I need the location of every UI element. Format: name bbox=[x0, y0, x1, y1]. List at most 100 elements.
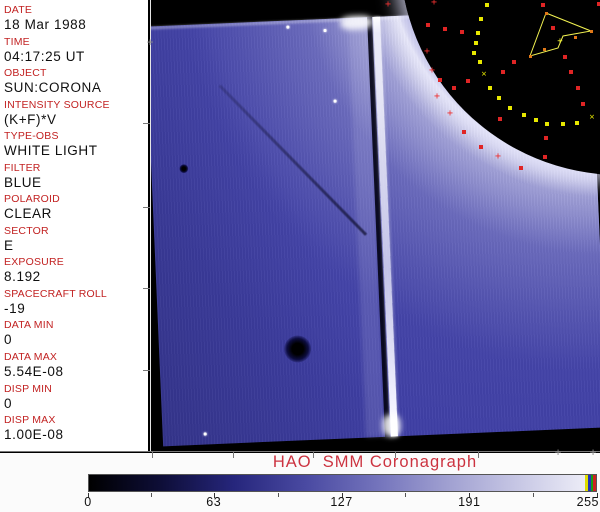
red-marker-dot bbox=[466, 79, 470, 83]
dark-blob bbox=[283, 334, 312, 364]
red-marker-dot bbox=[576, 86, 580, 90]
yellow-marker-dot bbox=[488, 86, 492, 90]
field-label: INTENSITY SOURCE bbox=[4, 98, 110, 111]
field-value: 0 bbox=[4, 395, 13, 411]
yellow-marker-dot bbox=[508, 106, 512, 110]
bottom-axis-tick bbox=[313, 452, 314, 458]
field-value: 18 Mar 1988 bbox=[4, 17, 87, 32]
red-marker-dot bbox=[462, 130, 466, 134]
red-plus-marker: + bbox=[433, 90, 441, 102]
yellow-marker-dot bbox=[575, 121, 579, 125]
bottom-axis-tick bbox=[233, 452, 234, 458]
colorbar-overlay-stripe bbox=[585, 475, 588, 491]
metadata-field: DATA MAX 5.54E-08 bbox=[4, 351, 148, 383]
colorbar-overlay-stripe bbox=[588, 475, 591, 491]
coronagraph-image-area: + + + + + + + × × + bbox=[150, 0, 600, 452]
yellow-marker-dot bbox=[479, 17, 483, 21]
red-marker-dot bbox=[541, 3, 545, 7]
field-value: BLUE bbox=[4, 174, 42, 190]
left-axis-tick bbox=[143, 123, 150, 124]
field-label: TIME bbox=[4, 35, 30, 48]
metadata-field: SECTOR E bbox=[4, 225, 148, 257]
colorbar-tick-label: 0 bbox=[84, 495, 92, 509]
field-label: TYPE-OBS bbox=[4, 130, 59, 143]
colorbar-tick bbox=[213, 493, 215, 498]
red-marker-dot bbox=[498, 117, 502, 121]
red-plus-marker: + bbox=[430, 0, 438, 8]
red-plus-marker: + bbox=[446, 107, 454, 119]
colorbar-minor-tick bbox=[533, 493, 535, 497]
bottom-axis-plus: + bbox=[589, 445, 597, 459]
field-label: SPACECRAFT ROLL bbox=[4, 287, 107, 300]
left-axis-line bbox=[149, 0, 151, 452]
yellow-marker-dot bbox=[474, 41, 478, 45]
colorbar-tick bbox=[341, 493, 343, 498]
dust-spot bbox=[179, 163, 189, 174]
red-plus-marker: + bbox=[384, 0, 392, 10]
field-value: WHITE LIGHT bbox=[4, 143, 98, 159]
field-value: 1.00E-08 bbox=[4, 427, 64, 443]
yellow-marker-dot bbox=[485, 3, 489, 7]
orange-vertex-dot bbox=[529, 55, 532, 58]
field-label: POLAROID bbox=[4, 193, 60, 206]
left-axis-tick bbox=[143, 207, 150, 208]
field-value: 8.192 bbox=[4, 269, 41, 285]
field-label: EXPOSURE bbox=[4, 256, 64, 269]
sidebar-fields: DATE 18 Mar 1988 TIME 04:17:25 UT OBJECT SUN:… bbox=[0, 0, 148, 446]
red-marker-dot bbox=[452, 86, 456, 90]
yellow-marker-dot bbox=[561, 122, 565, 126]
red-marker-dot bbox=[544, 136, 548, 140]
field-value: 5.54E-08 bbox=[4, 364, 64, 380]
red-marker-dot bbox=[438, 78, 442, 82]
colorbar-tick-label: 63 bbox=[206, 495, 222, 509]
field-label: DISP MAX bbox=[4, 414, 56, 427]
red-marker-dot bbox=[479, 145, 483, 149]
metadata-field: FILTER BLUE bbox=[4, 162, 148, 194]
field-label: DATA MIN bbox=[4, 319, 54, 332]
colorbar-tick bbox=[88, 493, 89, 498]
white-speck bbox=[333, 99, 337, 103]
metadata-field: EXPOSURE 8.192 bbox=[4, 256, 148, 288]
metadata-field: INTENSITY SOURCE (K+F)*V bbox=[4, 99, 148, 131]
left-axis-tick bbox=[143, 370, 150, 371]
metadata-field: DISP MAX 1.00E-08 bbox=[4, 414, 148, 446]
red-marker-dot bbox=[443, 27, 447, 31]
field-label: FILTER bbox=[4, 161, 41, 174]
metadata-field: OBJECT SUN:CORONA bbox=[4, 67, 148, 99]
field-value: SUN:CORONA bbox=[4, 80, 102, 96]
yellow-marker-dot bbox=[476, 31, 480, 35]
red-plus-marker: + bbox=[423, 45, 431, 57]
red-marker-dot bbox=[460, 30, 464, 34]
metadata-sidebar: DATE 18 Mar 1988 TIME 04:17:25 UT OBJECT SUN:… bbox=[0, 0, 148, 452]
colorbar-minor-tick bbox=[150, 493, 152, 497]
red-marker-dot bbox=[519, 166, 523, 170]
yellow-marker-dot bbox=[545, 122, 549, 126]
left-axis-tick bbox=[143, 288, 150, 289]
bottom-axis-tick bbox=[478, 452, 479, 458]
colorbar-minor-tick bbox=[277, 493, 279, 497]
colorbar-tick-label: 127 bbox=[330, 495, 353, 509]
field-value: 04:17:25 UT bbox=[4, 48, 85, 64]
yellow-marker-dot bbox=[522, 113, 526, 117]
bottom-axis-tick bbox=[395, 452, 396, 458]
red-plus-marker: + bbox=[494, 150, 502, 162]
colorbar-tick-label: 255 bbox=[576, 495, 599, 509]
red-marker-dot bbox=[551, 26, 555, 30]
metadata-field: DISP MIN 0 bbox=[4, 383, 148, 415]
diagonal-shadow bbox=[218, 84, 368, 236]
white-speck bbox=[203, 432, 207, 436]
yellow-marker-dot bbox=[478, 60, 482, 64]
red-plus-marker: + bbox=[428, 64, 436, 76]
colorbar bbox=[88, 474, 597, 492]
orange-vertex-dot bbox=[543, 48, 546, 51]
colorbar-tick-label: 191 bbox=[458, 495, 481, 509]
bottom-axis-plus: + bbox=[554, 445, 562, 459]
bottom-axis-line bbox=[0, 451, 600, 453]
red-marker-dot bbox=[597, 2, 600, 6]
colorbar-tick bbox=[469, 493, 471, 498]
pylon-bottom-glow bbox=[382, 414, 401, 437]
colorbar-tick bbox=[597, 493, 598, 498]
colorbar-overlay-stripe bbox=[591, 475, 593, 491]
field-label: DATA MAX bbox=[4, 351, 58, 364]
